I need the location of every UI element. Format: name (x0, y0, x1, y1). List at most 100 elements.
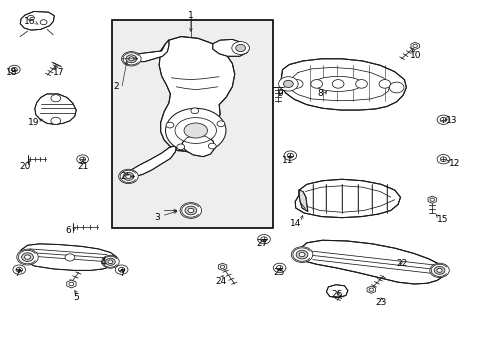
Circle shape (378, 80, 390, 88)
Bar (112, 21, 272, 228)
Circle shape (235, 44, 245, 51)
Ellipse shape (296, 250, 307, 259)
Ellipse shape (122, 51, 141, 66)
Ellipse shape (126, 55, 137, 63)
Ellipse shape (299, 252, 305, 257)
Ellipse shape (433, 266, 444, 274)
Circle shape (310, 80, 322, 88)
Circle shape (51, 95, 61, 102)
Ellipse shape (291, 247, 312, 262)
Circle shape (439, 117, 446, 122)
Text: 4: 4 (100, 258, 106, 267)
Ellipse shape (108, 260, 113, 264)
Circle shape (231, 41, 249, 54)
Polygon shape (212, 40, 249, 56)
Circle shape (80, 157, 85, 161)
Polygon shape (159, 37, 234, 151)
Polygon shape (130, 40, 168, 62)
Ellipse shape (175, 118, 216, 143)
Text: 5: 5 (73, 293, 79, 302)
Circle shape (284, 151, 296, 160)
Ellipse shape (24, 255, 30, 259)
Text: 7: 7 (119, 269, 124, 278)
Polygon shape (281, 59, 406, 110)
Circle shape (291, 80, 303, 88)
Polygon shape (128, 146, 176, 176)
Circle shape (283, 80, 293, 87)
Circle shape (208, 143, 216, 149)
Circle shape (276, 266, 282, 270)
Circle shape (355, 80, 366, 88)
Circle shape (368, 288, 373, 291)
Circle shape (260, 237, 266, 242)
Circle shape (16, 267, 22, 272)
Text: 14: 14 (289, 219, 300, 228)
Text: 3: 3 (154, 213, 159, 222)
Polygon shape (20, 12, 54, 30)
Circle shape (40, 20, 47, 25)
Text: 10: 10 (409, 51, 421, 60)
Circle shape (65, 254, 75, 261)
Polygon shape (35, 94, 76, 125)
Circle shape (220, 265, 224, 269)
Text: 16: 16 (24, 17, 36, 26)
Text: 21: 21 (77, 162, 88, 171)
Ellipse shape (436, 269, 441, 273)
Ellipse shape (125, 175, 131, 179)
Circle shape (77, 155, 88, 163)
Circle shape (69, 282, 74, 286)
Ellipse shape (102, 255, 119, 268)
Polygon shape (297, 240, 445, 284)
Ellipse shape (128, 57, 134, 61)
Circle shape (118, 267, 124, 272)
Text: 23: 23 (375, 298, 386, 307)
Circle shape (436, 154, 449, 164)
Circle shape (217, 121, 224, 127)
Polygon shape (182, 135, 215, 157)
Polygon shape (67, 280, 76, 288)
Text: 9: 9 (277, 89, 283, 98)
Ellipse shape (180, 203, 201, 219)
Polygon shape (326, 285, 347, 298)
Ellipse shape (313, 76, 362, 91)
Text: 15: 15 (436, 215, 447, 224)
Circle shape (27, 15, 34, 21)
Polygon shape (299, 190, 307, 212)
Text: 22: 22 (395, 259, 407, 268)
Circle shape (13, 265, 25, 274)
Circle shape (286, 153, 293, 158)
Polygon shape (218, 263, 226, 270)
Circle shape (165, 108, 225, 153)
Text: 12: 12 (447, 159, 459, 168)
Circle shape (436, 115, 449, 125)
Ellipse shape (105, 258, 115, 265)
Text: 18: 18 (6, 68, 17, 77)
Ellipse shape (187, 208, 193, 213)
Text: 2: 2 (121, 172, 126, 181)
Text: 19: 19 (28, 118, 40, 127)
Polygon shape (410, 42, 419, 49)
Circle shape (115, 265, 128, 274)
Text: 7: 7 (14, 269, 20, 278)
Text: 24: 24 (215, 276, 226, 285)
Ellipse shape (119, 169, 138, 184)
Text: 27: 27 (256, 239, 267, 248)
Text: 1: 1 (187, 10, 193, 19)
Text: 2: 2 (113, 82, 119, 91)
Circle shape (257, 234, 270, 244)
Text: 6: 6 (65, 226, 71, 235)
Circle shape (11, 67, 17, 72)
Text: 8: 8 (317, 89, 322, 98)
Ellipse shape (429, 263, 448, 278)
Ellipse shape (123, 172, 134, 180)
Circle shape (8, 65, 20, 74)
Text: 26: 26 (331, 290, 342, 299)
Circle shape (331, 80, 343, 88)
Circle shape (177, 144, 184, 150)
Circle shape (388, 82, 403, 93)
Circle shape (439, 157, 446, 162)
Circle shape (51, 117, 61, 125)
Ellipse shape (21, 253, 33, 261)
Ellipse shape (183, 123, 207, 138)
Text: 13: 13 (445, 116, 456, 125)
